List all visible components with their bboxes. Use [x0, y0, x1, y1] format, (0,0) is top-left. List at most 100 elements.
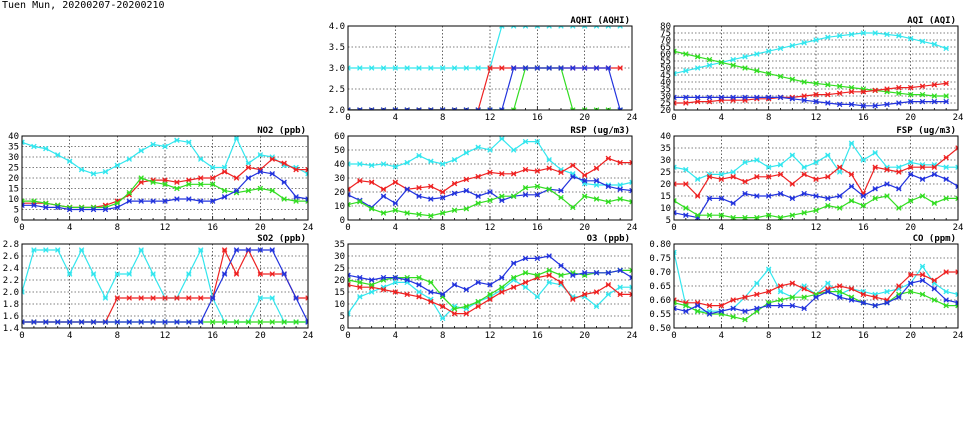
data-point-green: [813, 207, 819, 214]
data-point-green: [357, 199, 363, 205]
data-point-green: [718, 212, 725, 218]
data-point-cyan: [546, 26, 552, 29]
data-point-red: [126, 295, 133, 301]
data-point-green: [801, 79, 807, 85]
y-tick-label: 15: [8, 185, 19, 195]
data-point-cyan: [617, 182, 623, 188]
data-point-cyan: [848, 140, 855, 146]
data-point-cyan: [730, 56, 736, 63]
data-point-blue: [742, 94, 748, 101]
data-point-red: [581, 291, 588, 298]
data-point-green: [593, 196, 600, 202]
data-point-red: [114, 295, 121, 301]
data-point-cyan: [54, 247, 61, 253]
data-point-cyan: [605, 26, 612, 29]
data-point-blue: [754, 94, 760, 101]
x-tick-label: 12: [485, 223, 496, 233]
data-point-green: [919, 91, 926, 98]
data-point-cyan: [114, 162, 121, 169]
data-point-red: [694, 193, 701, 199]
data-point-cyan: [348, 161, 351, 167]
data-point-blue: [860, 103, 867, 109]
data-point-red: [186, 177, 192, 183]
data-point-cyan: [138, 147, 144, 154]
data-point-red: [931, 277, 938, 284]
data-point-green: [674, 198, 677, 204]
data-point-red: [162, 177, 168, 183]
data-point-green: [718, 59, 725, 66]
data-point-red: [510, 284, 517, 290]
data-point-cyan: [114, 271, 121, 277]
y-tick-label: 25: [334, 264, 345, 274]
data-point-green: [570, 204, 576, 211]
data-point-blue: [416, 282, 422, 288]
data-point-cyan: [197, 156, 204, 162]
data-point-red: [674, 181, 677, 187]
data-point-green: [475, 200, 481, 206]
data-point-blue: [174, 196, 180, 202]
data-point-red: [510, 171, 517, 177]
data-point-cyan: [593, 182, 600, 188]
data-point-blue: [138, 319, 144, 325]
x-tick-label: 0: [19, 331, 24, 341]
data-point-green: [269, 187, 276, 194]
aqhi-chart: AQHI (AQHI) 2.0 2.5 3.0 3.5 4.0 0 4 8 12 16 20 24: [329, 16, 638, 123]
data-point-red: [931, 82, 938, 88]
data-point-green: [281, 319, 287, 325]
data-point-cyan: [357, 294, 363, 300]
data-point-blue: [487, 107, 493, 110]
y-tick-label: 40: [660, 132, 671, 142]
data-point-cyan: [221, 164, 228, 171]
data-point-green: [825, 82, 831, 88]
y-tick-label: 0.50: [649, 324, 671, 334]
data-point-red: [558, 279, 564, 286]
data-point-green: [510, 274, 517, 281]
series-group: [348, 26, 623, 110]
y-tick-label: 2.6: [3, 252, 19, 262]
data-point-blue: [694, 94, 701, 101]
data-point-cyan: [754, 280, 760, 286]
data-point-green: [233, 319, 240, 325]
data-point-blue: [463, 187, 470, 194]
y-tick-label: 10: [8, 195, 19, 205]
rsp-chart: RSP (ug/m3) 0 10 20 30 40 50 60 0 4 8 12 16 20 24: [334, 126, 637, 233]
x-tick-label: 20: [579, 223, 590, 233]
data-point-red: [605, 155, 612, 162]
y-tick-label: 2.2: [3, 276, 19, 286]
data-point-green: [570, 107, 576, 110]
data-point-red: [789, 280, 796, 286]
data-point-blue: [629, 274, 632, 281]
data-point-blue: [197, 198, 204, 204]
data-point-cyan: [43, 247, 49, 253]
data-point-blue: [801, 305, 807, 312]
data-point-red: [150, 295, 156, 301]
data-point-green: [126, 189, 133, 196]
data-point-blue: [221, 194, 228, 200]
data-point-cyan: [510, 147, 517, 153]
data-point-red: [836, 164, 843, 170]
data-point-cyan: [694, 65, 701, 71]
data-point-cyan: [43, 145, 49, 152]
data-point-green: [919, 193, 926, 199]
data-point-red: [943, 269, 949, 275]
data-point-green: [257, 185, 264, 192]
data-point-red: [305, 295, 308, 301]
data-point-green: [907, 288, 914, 295]
data-point-green: [221, 187, 228, 194]
data-point-cyan: [66, 271, 73, 277]
data-point-green: [221, 319, 228, 325]
data-point-red: [357, 284, 363, 290]
data-point-blue: [186, 196, 192, 202]
data-point-blue: [54, 204, 61, 211]
data-point-green: [451, 306, 458, 312]
data-point-cyan: [174, 137, 180, 143]
data-point-green: [777, 214, 784, 220]
data-point-blue: [674, 305, 677, 312]
data-point-cyan: [896, 33, 902, 39]
data-point-green: [475, 298, 481, 305]
x-tick-label: 4: [719, 223, 724, 233]
data-point-green: [581, 193, 588, 199]
plot-frame: [673, 243, 959, 329]
data-point-cyan: [742, 159, 748, 166]
